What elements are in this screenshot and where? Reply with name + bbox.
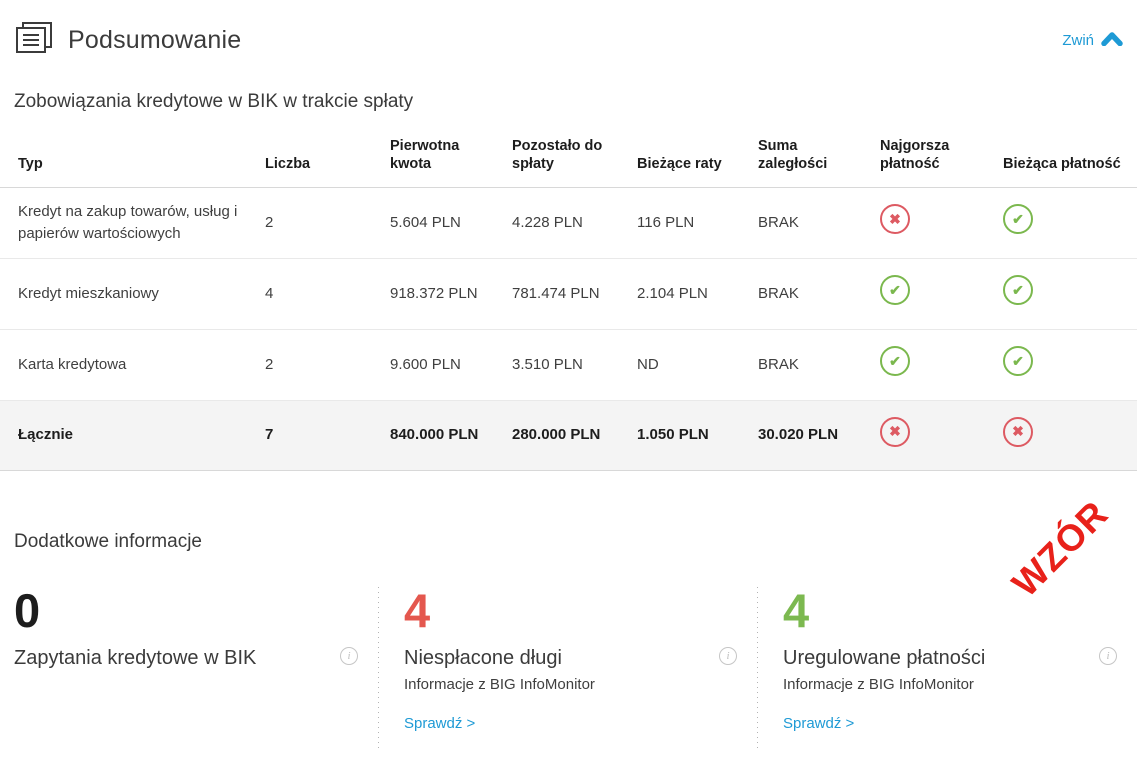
collapse-label: Zwiń bbox=[1062, 32, 1094, 49]
cell-original-amount: 9.600 PLN bbox=[390, 329, 512, 401]
table-row: Kredyt mieszkaniowy 4 918.372 PLN 781.47… bbox=[0, 258, 1137, 330]
cell-installment: ND bbox=[637, 329, 758, 401]
cell-installment: 116 PLN bbox=[637, 187, 758, 259]
cell-arrears: BRAK bbox=[758, 187, 880, 259]
stat-source: Informacje z BIG InfoMonitor bbox=[783, 675, 974, 693]
info-icon[interactable]: i bbox=[1099, 646, 1117, 665]
col-header-worst-payment: Najgorsza płatność bbox=[880, 135, 1003, 188]
chevron-up-icon bbox=[1101, 31, 1123, 50]
additional-info-title: Dodatkowe informacje bbox=[14, 530, 202, 552]
cell-arrears: BRAK bbox=[758, 258, 880, 330]
col-header-remaining: Pozostało do spłaty bbox=[512, 135, 637, 188]
col-header-count: Liczba bbox=[265, 135, 390, 188]
stat-label: Zapytania kredytowe w BIK bbox=[14, 646, 257, 669]
stat-value: 4 bbox=[404, 583, 431, 637]
cell-remaining: 280.000 PLN bbox=[512, 400, 637, 471]
stat-block-settled-payments: 4 Uregulowane płatności Informacje z BIG… bbox=[757, 583, 1137, 749]
stat-source: Informacje z BIG InfoMonitor bbox=[404, 675, 595, 693]
table-row: Kredyt na zakup towarów, usług i papieró… bbox=[0, 187, 1137, 259]
cell-arrears: BRAK bbox=[758, 329, 880, 401]
stat-block-bik-inquiries: 0 Zapytania kredytowe w BIK i bbox=[0, 587, 378, 749]
credit-obligations-table: Typ Liczba Pierwotna kwota Pozostało do … bbox=[0, 135, 1137, 471]
collapse-button[interactable]: Zwiń bbox=[1062, 31, 1123, 50]
cell-installment: 2.104 PLN bbox=[637, 258, 758, 330]
cell-count: 4 bbox=[265, 258, 390, 330]
cell-remaining: 781.474 PLN bbox=[512, 258, 637, 330]
check-link[interactable]: Sprawdź > bbox=[404, 714, 476, 732]
additional-info-blocks: 0 Zapytania kredytowe w BIK i 4 Niespłac… bbox=[0, 583, 1137, 749]
current-payment-status-icon bbox=[1003, 204, 1033, 235]
col-header-current-payment: Bieżąca płatność bbox=[1003, 135, 1137, 188]
stat-label: Niespłacone długi bbox=[404, 646, 562, 669]
col-header-original-amount: Pierwotna kwota bbox=[390, 135, 512, 188]
cell-arrears: 30.020 PLN bbox=[758, 400, 880, 471]
table-total-row: Łącznie 7 840.000 PLN 280.000 PLN 1.050 … bbox=[0, 400, 1137, 471]
current-payment-status-icon bbox=[1003, 416, 1033, 447]
current-payment-status-icon bbox=[1003, 275, 1033, 306]
cell-type: Kredyt na zakup towarów, usług i papieró… bbox=[0, 187, 265, 259]
cell-original-amount: 918.372 PLN bbox=[390, 258, 512, 330]
table-row: Karta kredytowa 2 9.600 PLN 3.510 PLN ND… bbox=[0, 329, 1137, 401]
table-header-row: Typ Liczba Pierwotna kwota Pozostało do … bbox=[0, 135, 1137, 188]
section-subtitle: Zobowiązania kredytowe w BIK w trakcie s… bbox=[14, 91, 414, 112]
stat-label: Uregulowane płatności bbox=[783, 646, 986, 669]
cell-remaining: 3.510 PLN bbox=[512, 329, 637, 401]
cell-original-amount: 5.604 PLN bbox=[390, 187, 512, 259]
current-payment-status-icon bbox=[1003, 346, 1033, 377]
cell-type: Łącznie bbox=[0, 400, 265, 471]
cell-count: 2 bbox=[265, 187, 390, 259]
worst-payment-status-icon bbox=[880, 416, 910, 447]
summary-document-icon bbox=[14, 20, 54, 61]
cell-type: Kredyt mieszkaniowy bbox=[0, 258, 265, 330]
col-header-type: Typ bbox=[0, 135, 265, 188]
worst-payment-status-icon bbox=[880, 275, 910, 306]
info-icon[interactable]: i bbox=[719, 646, 737, 665]
col-header-arrears: Suma zaległości bbox=[758, 135, 880, 188]
panel-header: Podsumowanie Zwiń bbox=[0, 0, 1137, 61]
cell-type: Karta kredytowa bbox=[0, 329, 265, 401]
check-link[interactable]: Sprawdź > bbox=[783, 714, 855, 732]
cell-remaining: 4.228 PLN bbox=[512, 187, 637, 259]
info-icon[interactable]: i bbox=[340, 646, 358, 665]
stat-value: 0 bbox=[14, 583, 41, 637]
cell-original-amount: 840.000 PLN bbox=[390, 400, 512, 471]
stat-value: 4 bbox=[783, 583, 810, 637]
worst-payment-status-icon bbox=[880, 204, 910, 235]
stat-block-unpaid-debts: 4 Niespłacone długi Informacje z BIG Inf… bbox=[378, 583, 757, 749]
cell-count: 2 bbox=[265, 329, 390, 401]
col-header-installments: Bieżące raty bbox=[637, 135, 758, 188]
page-title: Podsumowanie bbox=[68, 26, 242, 54]
cell-installment: 1.050 PLN bbox=[637, 400, 758, 471]
cell-count: 7 bbox=[265, 400, 390, 471]
worst-payment-status-icon bbox=[880, 346, 910, 377]
